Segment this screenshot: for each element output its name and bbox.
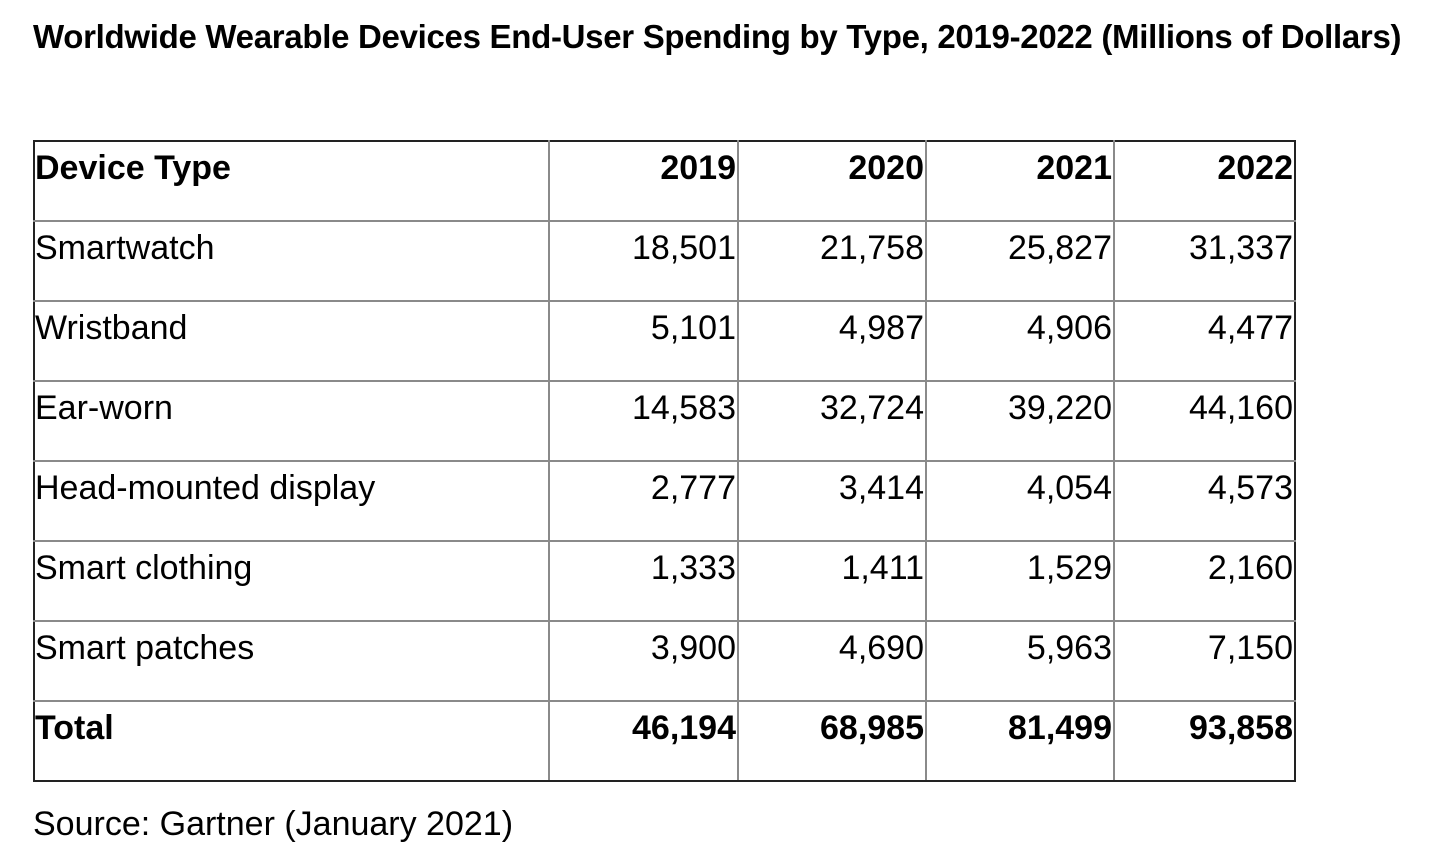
value-cell: 5,963 bbox=[925, 620, 1115, 702]
table-row: Head-mounted display 2,777 3,414 4,054 4… bbox=[33, 460, 1296, 542]
total-2019: 46,194 bbox=[548, 700, 739, 782]
device-type-cell: Ear-worn bbox=[33, 380, 550, 462]
table-row: Ear-worn 14,583 32,724 39,220 44,160 bbox=[33, 380, 1296, 462]
value-cell: 4,690 bbox=[737, 620, 927, 702]
header-2020: 2020 bbox=[737, 140, 927, 222]
header-row: Device Type 2019 2020 2021 2022 bbox=[33, 140, 1296, 222]
value-cell: 2,777 bbox=[548, 460, 739, 542]
device-type-cell: Head-mounted display bbox=[33, 460, 550, 542]
value-cell: 4,054 bbox=[925, 460, 1115, 542]
value-cell: 7,150 bbox=[1113, 620, 1296, 702]
value-cell: 31,337 bbox=[1113, 220, 1296, 302]
value-cell: 32,724 bbox=[737, 380, 927, 462]
value-cell: 2,160 bbox=[1113, 540, 1296, 622]
total-2021: 81,499 bbox=[925, 700, 1115, 782]
total-2022: 93,858 bbox=[1113, 700, 1296, 782]
value-cell: 25,827 bbox=[925, 220, 1115, 302]
value-cell: 14,583 bbox=[548, 380, 739, 462]
device-type-cell: Wristband bbox=[33, 300, 550, 382]
device-type-cell: Smartwatch bbox=[33, 220, 550, 302]
value-cell: 39,220 bbox=[925, 380, 1115, 462]
header-2022: 2022 bbox=[1113, 140, 1296, 222]
value-cell: 3,900 bbox=[548, 620, 739, 702]
value-cell: 4,906 bbox=[925, 300, 1115, 382]
value-cell: 5,101 bbox=[548, 300, 739, 382]
header-device-type: Device Type bbox=[33, 140, 550, 222]
value-cell: 21,758 bbox=[737, 220, 927, 302]
value-cell: 4,573 bbox=[1113, 460, 1296, 542]
header-2021: 2021 bbox=[925, 140, 1115, 222]
device-type-cell: Smart patches bbox=[33, 620, 550, 702]
table-row: Smartwatch 18,501 21,758 25,827 31,337 bbox=[33, 220, 1296, 302]
total-row: Total 46,194 68,985 81,499 93,858 bbox=[33, 700, 1296, 782]
table-row: Wristband 5,101 4,987 4,906 4,477 bbox=[33, 300, 1296, 382]
value-cell: 44,160 bbox=[1113, 380, 1296, 462]
header-2019: 2019 bbox=[548, 140, 739, 222]
total-2020: 68,985 bbox=[737, 700, 927, 782]
source-note: Source: Gartner (January 2021) bbox=[33, 805, 514, 843]
value-cell: 1,411 bbox=[737, 540, 927, 622]
value-cell: 1,333 bbox=[548, 540, 739, 622]
value-cell: 4,987 bbox=[737, 300, 927, 382]
value-cell: 18,501 bbox=[548, 220, 739, 302]
total-label: Total bbox=[33, 700, 550, 782]
table-row: Smart clothing 1,333 1,411 1,529 2,160 bbox=[33, 540, 1296, 622]
spending-table: Device Type 2019 2020 2021 2022 Smartwat… bbox=[33, 140, 1296, 782]
value-cell: 1,529 bbox=[925, 540, 1115, 622]
table-title: Worldwide Wearable Devices End-User Spen… bbox=[33, 18, 1402, 55]
value-cell: 3,414 bbox=[737, 460, 927, 542]
value-cell: 4,477 bbox=[1113, 300, 1296, 382]
device-type-cell: Smart clothing bbox=[33, 540, 550, 622]
table-row: Smart patches 3,900 4,690 5,963 7,150 bbox=[33, 620, 1296, 702]
